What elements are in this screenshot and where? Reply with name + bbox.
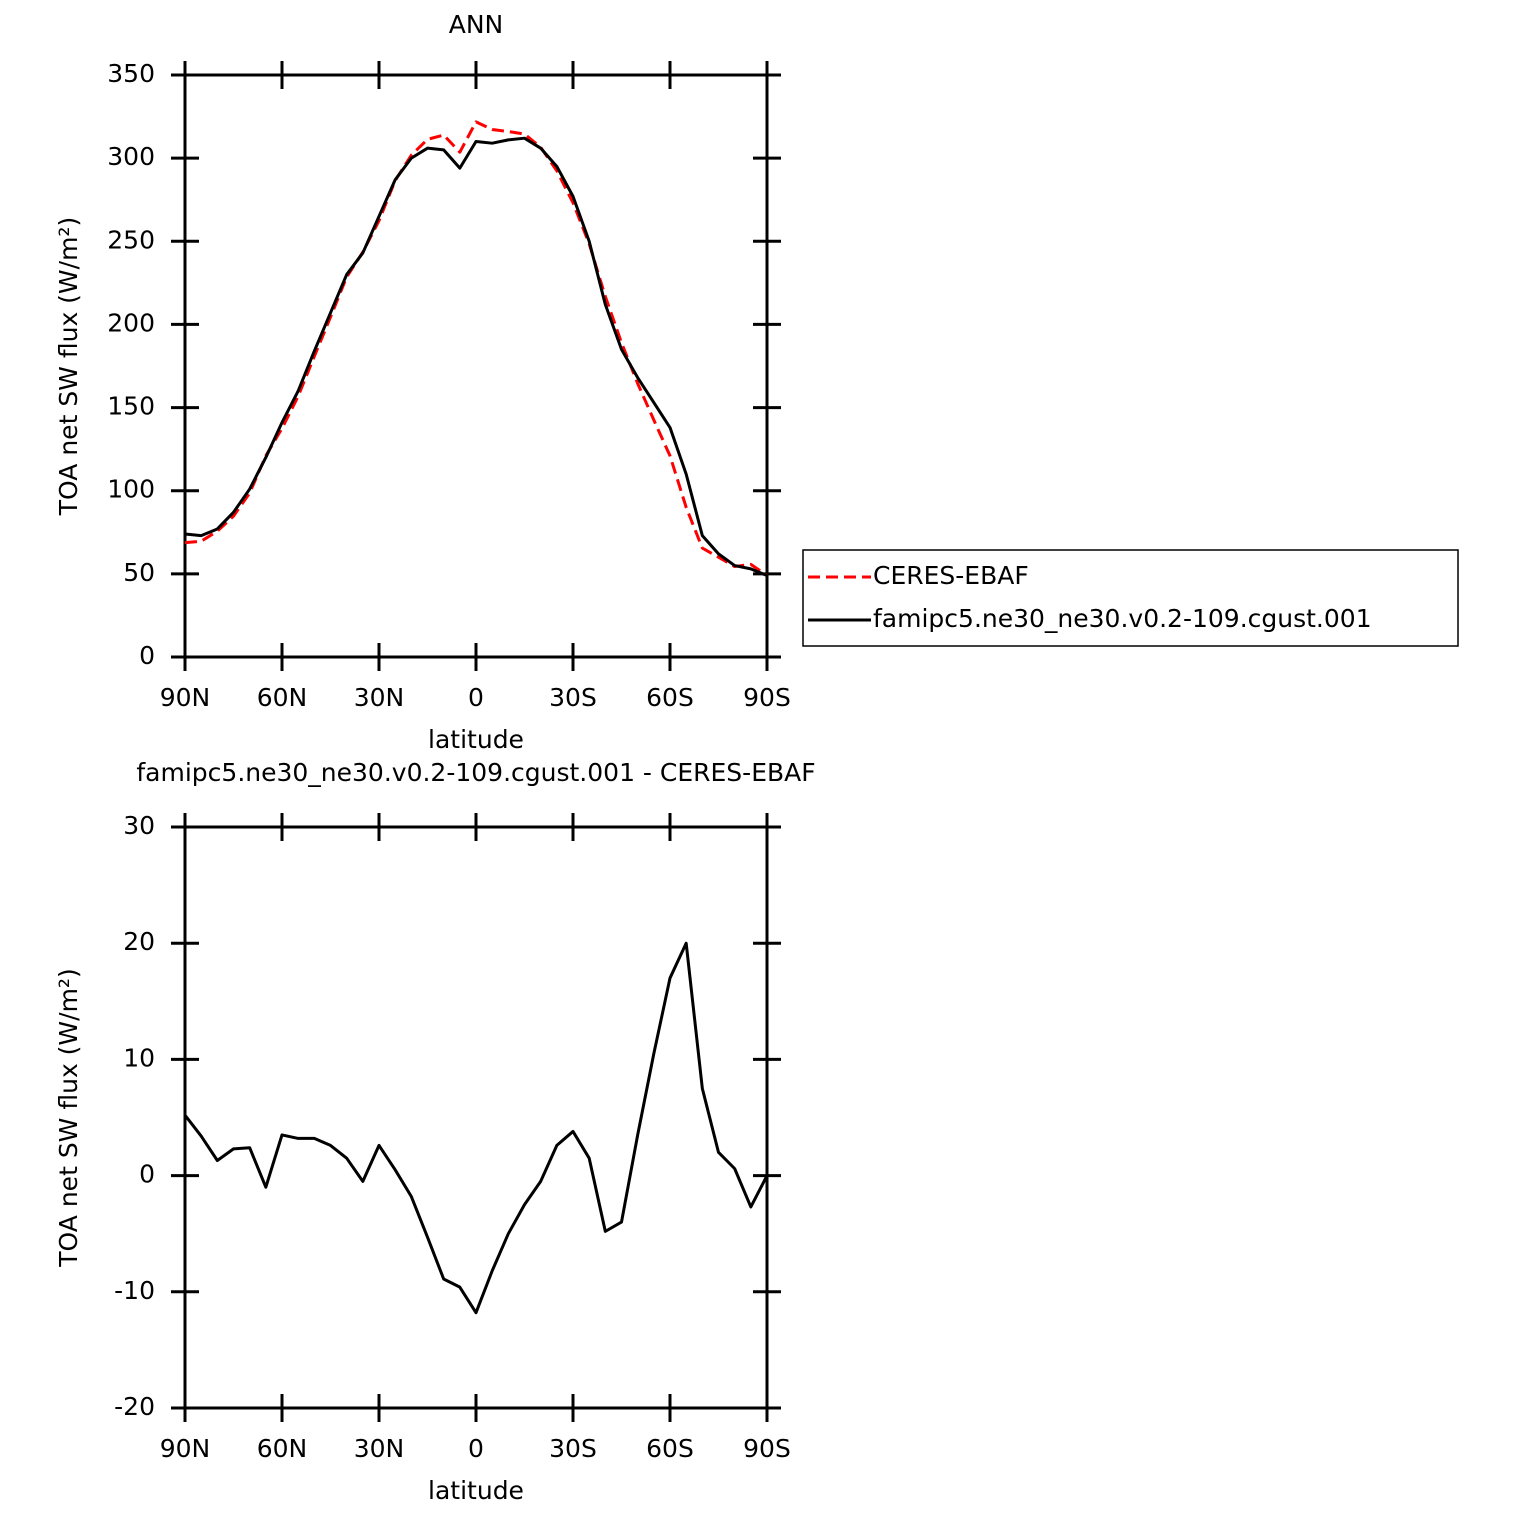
x-axis-label: latitude [428,1476,524,1505]
x-tick-label: 90N [160,683,211,712]
y-tick-label: 100 [107,475,155,504]
y-tick-label: -10 [114,1276,155,1305]
y-tick-label: 0 [139,641,155,670]
x-tick-label: 90S [743,683,791,712]
x-tick-label: 30S [549,1434,597,1463]
x-tick-label: 60S [646,1434,694,1463]
data-line [184,120,768,577]
y-tick-label: 10 [123,1043,155,1072]
x-tick-label: 60N [257,1434,308,1463]
y-tick-label: 250 [107,225,155,254]
x-tick-label: 30N [354,1434,405,1463]
y-tick-label: 200 [107,308,155,337]
x-tick-label: 0 [468,1434,484,1463]
y-tick-label: 50 [123,558,155,587]
plot-frame [183,73,769,659]
x-tick-label: 0 [468,683,484,712]
y-tick-label: 150 [107,392,155,421]
data-line [183,941,769,1315]
y-tick-label: 30 [123,811,155,840]
y-axis-label: TOA net SW flux (W/m²) [54,968,83,1267]
x-tick-label: 90S [743,1434,791,1463]
y-tick-label: -20 [114,1392,155,1421]
y-tick-label: 300 [107,142,155,171]
y-tick-label: 20 [123,927,155,956]
legend-box [802,549,1459,647]
x-tick-label: 30S [549,683,597,712]
plot-frame [183,825,769,1410]
chart-title: ANN [449,10,504,39]
y-tick-label: 0 [139,1160,155,1189]
legend-label: CERES-EBAF [873,561,1029,590]
x-axis-label: latitude [428,725,524,754]
data-line [184,136,768,577]
x-tick-label: 60S [646,683,694,712]
x-tick-label: 90N [160,1434,211,1463]
x-tick-label: 30N [354,683,405,712]
x-tick-label: 60N [257,683,308,712]
chart-title: famipc5.ne30_ne30.v0.2-109.cgust.001 - C… [136,758,815,787]
legend-label: famipc5.ne30_ne30.v0.2-109.cgust.001 [873,604,1372,633]
y-tick-label: 350 [107,59,155,88]
y-axis-label: TOA net SW flux (W/m²) [54,217,83,516]
